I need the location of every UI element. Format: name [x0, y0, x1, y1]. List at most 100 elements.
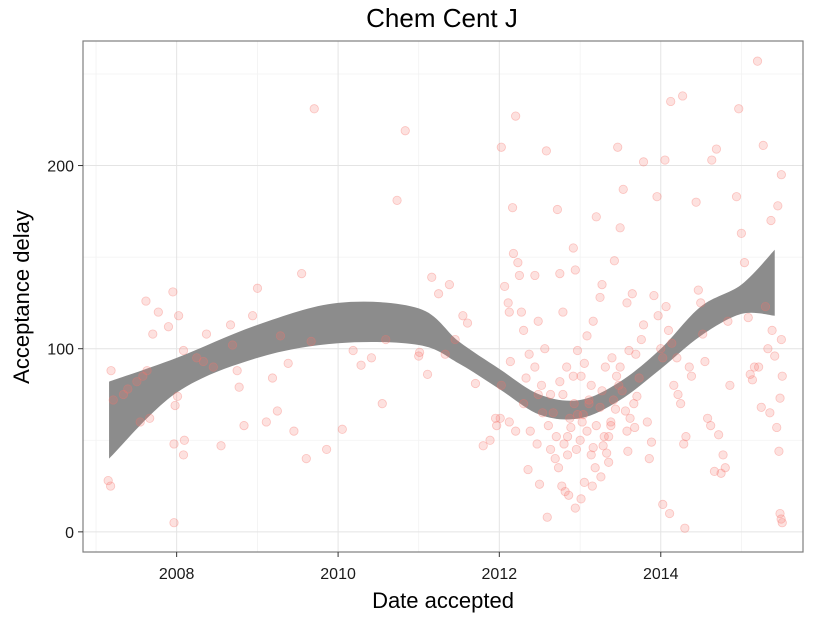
data-point	[545, 389, 556, 400]
data-point	[433, 289, 444, 299]
smooth-confidence-band	[109, 249, 775, 459]
data-point	[552, 204, 563, 215]
data-point	[627, 289, 637, 299]
data-point	[511, 111, 521, 121]
data-point	[118, 389, 129, 400]
data-point	[588, 316, 598, 326]
data-point	[613, 142, 623, 152]
data-point	[440, 349, 450, 359]
data-point	[775, 508, 785, 519]
data-point	[774, 446, 784, 456]
data-point	[624, 345, 634, 356]
data-point	[505, 356, 515, 367]
data-point	[584, 395, 594, 405]
data-point	[337, 424, 347, 434]
data-point	[534, 479, 545, 489]
data-point	[496, 142, 506, 152]
data-point	[540, 344, 550, 354]
data-point	[485, 435, 495, 445]
data-point	[767, 325, 777, 335]
data-point	[582, 331, 592, 341]
data-point	[508, 248, 519, 259]
x-tick-label: 2010	[320, 566, 356, 583]
data-point	[560, 486, 570, 497]
data-point	[760, 301, 771, 312]
data-point	[658, 499, 668, 509]
data-point	[103, 475, 113, 486]
data-point	[533, 316, 543, 326]
data-point	[756, 402, 766, 412]
data-point	[261, 417, 271, 427]
data-point	[608, 395, 619, 405]
data-point	[322, 444, 332, 455]
data-point	[392, 195, 402, 205]
data-point	[636, 334, 646, 345]
data-point	[530, 270, 540, 281]
data-point	[711, 144, 722, 154]
data-point	[653, 311, 663, 321]
data-point	[576, 371, 586, 381]
data-point	[597, 386, 607, 396]
data-point	[568, 243, 578, 253]
data-point	[414, 351, 424, 361]
data-point	[614, 380, 624, 390]
data-point	[381, 334, 391, 345]
data-point	[582, 426, 592, 436]
data-point	[638, 157, 649, 167]
data-point	[141, 296, 151, 306]
chart-title: Chem Cent J	[366, 3, 518, 33]
data-point	[478, 441, 488, 451]
data-point	[642, 417, 652, 427]
data-point	[577, 417, 587, 427]
data-point	[680, 523, 690, 533]
data-point	[598, 441, 608, 451]
panel-border	[82, 40, 804, 553]
data-point	[123, 384, 133, 394]
data-point	[576, 494, 586, 504]
data-point	[579, 358, 589, 368]
y-tick-label: 0	[65, 525, 74, 542]
data-point	[625, 413, 635, 423]
data-point	[652, 192, 662, 202]
data-point	[578, 410, 588, 420]
data-point	[749, 362, 760, 372]
data-point	[192, 353, 202, 363]
data-point	[179, 435, 189, 445]
data-point	[679, 439, 689, 449]
data-point	[519, 399, 529, 409]
data-point	[559, 439, 569, 449]
data-point	[634, 373, 644, 383]
data-point	[775, 393, 785, 403]
data-point	[444, 279, 455, 290]
data-point	[169, 518, 179, 528]
data-point	[163, 322, 174, 332]
data-point	[513, 258, 523, 268]
data-point	[503, 298, 513, 308]
data-point	[548, 408, 558, 418]
data-point	[462, 318, 473, 328]
data-point	[716, 468, 726, 478]
y-tick-label: 100	[47, 342, 74, 359]
data-point	[590, 463, 600, 473]
data-point	[709, 466, 720, 477]
data-point	[777, 371, 787, 381]
data-point	[739, 258, 750, 268]
data-point	[309, 104, 319, 114]
data-point	[427, 272, 437, 282]
data-point	[400, 126, 410, 136]
data-point	[551, 432, 561, 442]
data-point	[745, 369, 755, 379]
data-point	[267, 373, 278, 383]
data-point	[496, 380, 506, 390]
data-point	[348, 345, 358, 356]
data-point	[248, 311, 258, 321]
data-point	[297, 269, 307, 279]
data-point	[646, 437, 657, 447]
data-point	[747, 375, 758, 385]
data-point	[763, 344, 773, 354]
data-point	[754, 362, 764, 372]
data-point	[519, 325, 529, 335]
data-point	[377, 399, 387, 409]
data-point	[169, 439, 179, 449]
